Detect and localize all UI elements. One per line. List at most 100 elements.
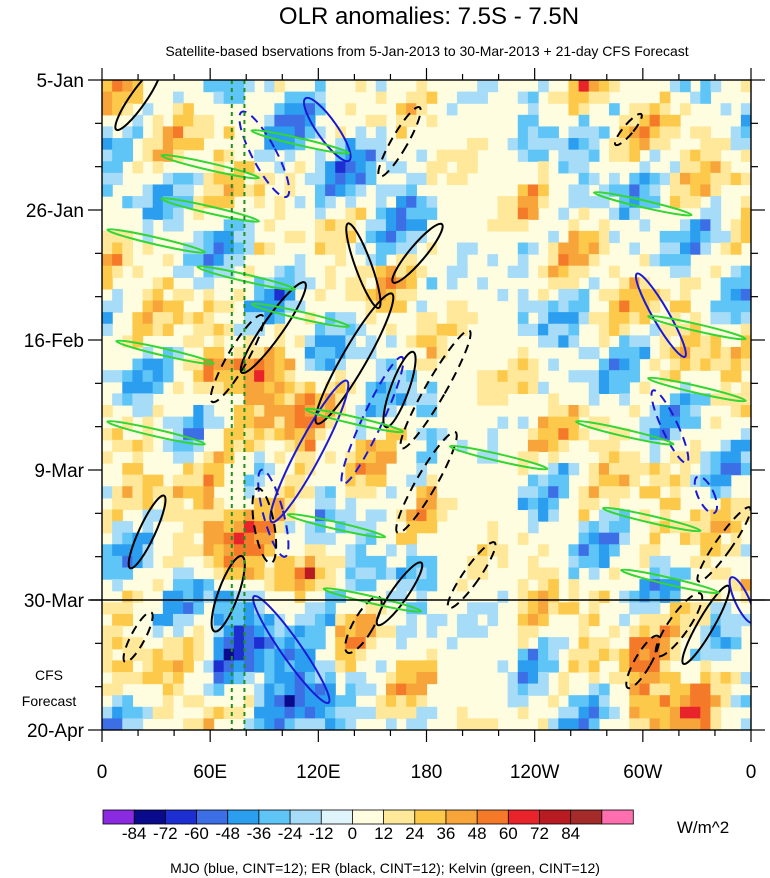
heat-cell [578,207,590,220]
heat-cell [578,91,590,104]
heat-cell [690,416,701,429]
heat-cell [132,718,144,730]
heat-cell [193,277,205,290]
heat-cell [710,544,722,557]
heat-cell [233,544,245,557]
heat-cell [588,521,600,534]
heat-cell [406,671,417,685]
heat-cell [568,196,580,209]
heat-cell [233,509,245,522]
heat-cell [193,207,205,220]
heat-cell [162,671,174,685]
heat-cell [710,393,722,406]
heat-cell [274,381,286,394]
heat-cell [294,265,306,278]
heat-cell [122,671,134,685]
kelvin-contour [250,302,351,328]
heat-cell [172,497,184,511]
heat-cell [527,242,539,255]
heat-cell [152,486,164,499]
heat-cell [690,242,701,255]
heat-cell [558,265,570,278]
heat-cell [243,439,255,453]
heat-cell [619,126,630,139]
heat-cell [375,149,387,162]
heat-cell [629,196,641,209]
heat-cell [517,219,529,232]
heat-cell [304,126,316,139]
heat-cell [385,706,397,719]
heat-cell [365,486,377,499]
heat-cell [609,625,620,638]
heat-cell [254,172,265,186]
heat-cell [416,335,428,348]
heat-cell [578,648,590,661]
heat-cell [284,474,296,487]
heat-cell [132,335,144,348]
heat-cell [264,114,275,128]
heat-cell [720,346,732,360]
heat-cell [183,358,194,371]
heat-cell [619,486,630,499]
heat-cell [629,114,641,128]
heat-cell [527,602,539,615]
heat-cell [335,393,346,406]
heat-cell [264,172,275,186]
heat-cell [396,126,407,139]
heat-cell [710,602,722,615]
heat-cell [274,671,286,685]
heat-cell [680,602,691,615]
heat-cell [162,207,174,220]
heat-cell [183,312,194,325]
x-tick-label: 0 [746,762,757,783]
heat-cell [254,312,265,325]
heat-cell [223,242,235,255]
heat-cell [203,277,215,290]
kelvin-contour [115,339,215,366]
heat-cell [680,706,691,719]
heat-cell [669,567,681,580]
heat-cell [396,683,407,696]
heat-cell [314,323,326,336]
heat-cell [680,300,691,313]
heat-cell [355,567,367,580]
heat-cell [538,80,549,93]
heat-cell [365,474,377,487]
heat-cell [193,579,205,592]
heat-cell [568,579,580,592]
heat-cell [669,126,681,139]
heat-cell [335,346,346,360]
heat-cell [304,579,316,592]
heat-cell [609,451,620,464]
heat-cell [740,590,751,603]
heat-cell [233,613,245,627]
heat-cell [223,358,235,371]
heat-cell [314,555,326,569]
heat-cell [639,312,651,325]
heat-cell [406,91,417,104]
heat-cell [203,416,215,429]
heat-cell [406,114,417,128]
heat-cell [213,660,225,673]
heat-cell [629,370,641,383]
heat-cell [588,346,600,360]
heat-cell [619,370,630,383]
heat-cell [578,486,590,499]
heat-cell [619,671,630,685]
heat-cell [740,428,751,441]
heat-cell [568,230,580,244]
er-contour [209,314,265,404]
heat-cell [264,277,275,290]
heat-cell [345,207,357,220]
heat-cell [355,138,367,151]
heat-cell [730,265,742,278]
heat-cell [112,439,123,453]
heat-cell [568,219,580,232]
heat-cell [355,683,367,696]
heat-cell [183,509,194,522]
heat-cell [355,172,367,186]
heat-cell [183,265,194,278]
heat-cell [406,277,417,290]
heat-cell [629,718,641,730]
heat-cell [314,497,326,511]
